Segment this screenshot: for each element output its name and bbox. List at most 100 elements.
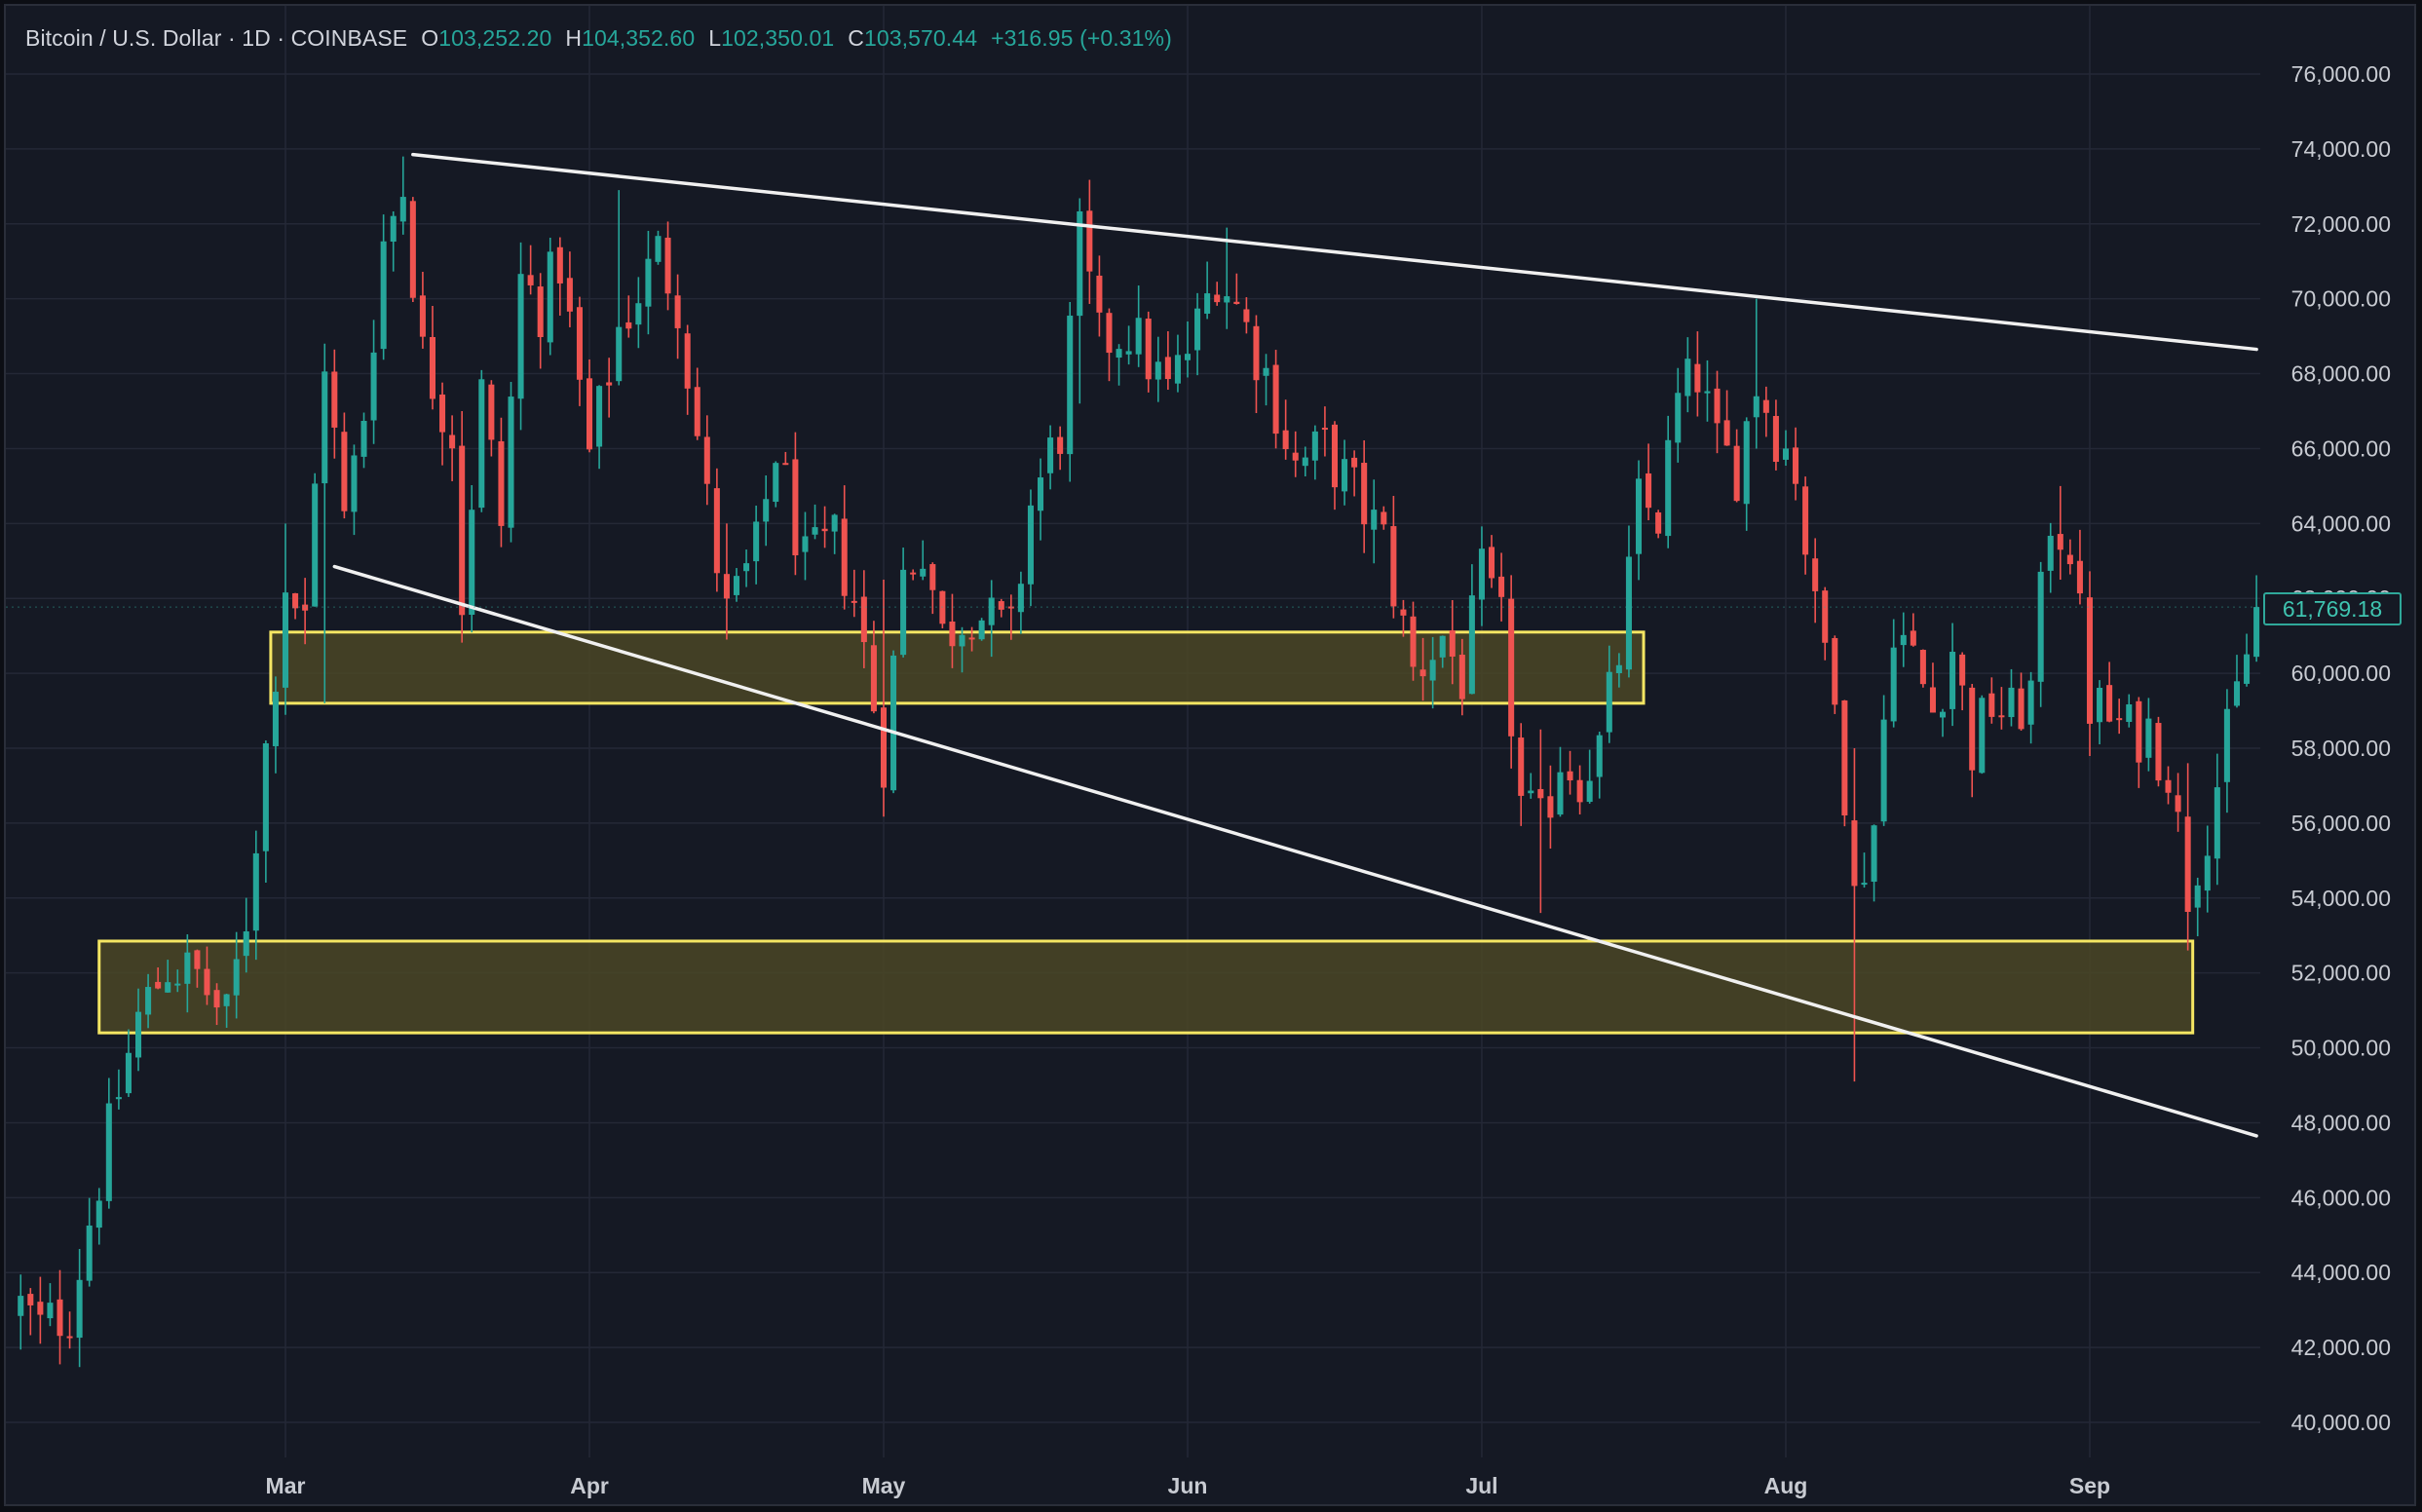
high-value: 104,352.60 (582, 25, 696, 51)
candle-up (95, 1200, 102, 1228)
candle-up (1782, 448, 1789, 460)
x-tick-label: Mar (266, 1473, 306, 1498)
candle-down (576, 307, 583, 380)
candle-down (674, 295, 681, 328)
candle-down (1292, 452, 1299, 461)
candle-up (1204, 293, 1211, 314)
candle-down (66, 1336, 73, 1339)
candle-down (2175, 795, 2181, 813)
candle-down (37, 1302, 44, 1315)
candle-up (1135, 318, 1142, 355)
candle-up (165, 982, 171, 993)
chart-canvas[interactable]: 40,000.00 42,000.00 44,000.00 46,000.00 48,0… (6, 6, 2416, 1506)
candle-up (763, 499, 770, 522)
trendline[interactable] (411, 152, 2258, 352)
candle-up (1311, 431, 1318, 461)
candle-down (851, 600, 857, 603)
candle-down (625, 321, 632, 329)
candle-down (1694, 363, 1701, 393)
candle-up (733, 576, 740, 595)
candle-up (812, 527, 818, 535)
candle-up (1429, 660, 1436, 681)
y-tick-label: 40,000.00 (2291, 1410, 2391, 1435)
candle-down (684, 333, 691, 389)
candle-up (1478, 548, 1485, 600)
candle-down (1489, 547, 1495, 579)
candle-down (1007, 606, 1014, 609)
candle-down (57, 1299, 63, 1337)
candle-up (262, 743, 269, 851)
candle-up (978, 620, 985, 640)
trendline[interactable] (332, 564, 2258, 1138)
candle-down (587, 378, 593, 450)
support-zone[interactable] (97, 939, 2195, 1035)
candle-down (1646, 472, 1652, 509)
candle-down (302, 604, 309, 611)
candle-up (76, 1279, 83, 1339)
candle-down (998, 601, 1004, 610)
candle-down (1919, 650, 1926, 685)
symbol-title[interactable]: Bitcoin / U.S. Dollar · 1D · COINBASE (25, 25, 408, 51)
candle-up (988, 597, 995, 625)
candle-up (1753, 396, 1760, 418)
candle-down (1272, 364, 1279, 435)
candle-down (429, 336, 435, 399)
candle-down (1576, 779, 1583, 803)
last-price-tag: 61,769.18 (2263, 592, 2402, 625)
candle-down (1243, 309, 1250, 322)
candle-down (1400, 609, 1407, 616)
candle-down (292, 592, 299, 609)
time-axis[interactable]: Mar Apr May Jun Jul Aug Sep (266, 1473, 2111, 1498)
candle-down (341, 432, 348, 511)
candle-down (1851, 820, 1858, 887)
candle-down (860, 596, 867, 643)
candle-down (2066, 554, 2073, 565)
candle-down (2184, 816, 2191, 912)
candle-down (841, 518, 848, 596)
candle-up (1635, 478, 1643, 554)
support-zone[interactable] (269, 630, 1646, 705)
candle-down (910, 572, 917, 575)
candle-down (1321, 428, 1328, 431)
candle-up (1743, 421, 1750, 505)
candle-up (1528, 790, 1534, 794)
candle-down (213, 990, 220, 1008)
candle-up (1439, 635, 1446, 658)
candle-down (537, 286, 544, 338)
candle-up (2047, 535, 2054, 571)
candle-up (223, 994, 230, 1006)
candle-up (1468, 595, 1475, 695)
candle-down (1419, 669, 1426, 677)
candle-down (723, 574, 730, 599)
candle-up (1342, 459, 1348, 492)
candle-down (1929, 687, 1936, 713)
candle-down (1390, 526, 1397, 607)
candle-down (1822, 590, 1829, 643)
candle-up (1979, 698, 1986, 774)
open-label: O (421, 25, 439, 51)
candle-up (1302, 457, 1308, 467)
y-tick-label: 42,000.00 (2291, 1335, 2391, 1360)
candle-down (792, 459, 799, 555)
y-tick-label: 60,000.00 (2291, 661, 2391, 686)
candle-up (390, 215, 397, 242)
price-axis[interactable]: 40,000.00 42,000.00 44,000.00 46,000.00 48,0… (2291, 61, 2391, 1435)
candle-down (703, 436, 710, 484)
candle-up (1861, 883, 1868, 886)
candle-up (2145, 718, 2152, 758)
candle-down (2155, 723, 2162, 781)
candle-up (351, 455, 358, 512)
candle-down (1214, 294, 1221, 303)
candle-up (86, 1225, 93, 1281)
candle-up (1067, 315, 1074, 455)
candle-up (1027, 505, 1034, 585)
candle-down (1793, 447, 1799, 484)
candle-down (1253, 325, 1260, 381)
y-tick-label: 72,000.00 (2291, 211, 2391, 237)
candle-down (194, 950, 201, 969)
candle-up (1077, 210, 1083, 317)
close-label: C (848, 25, 864, 51)
candle-up (469, 510, 475, 615)
candle-up (1125, 351, 1132, 355)
candle-down (331, 371, 338, 428)
